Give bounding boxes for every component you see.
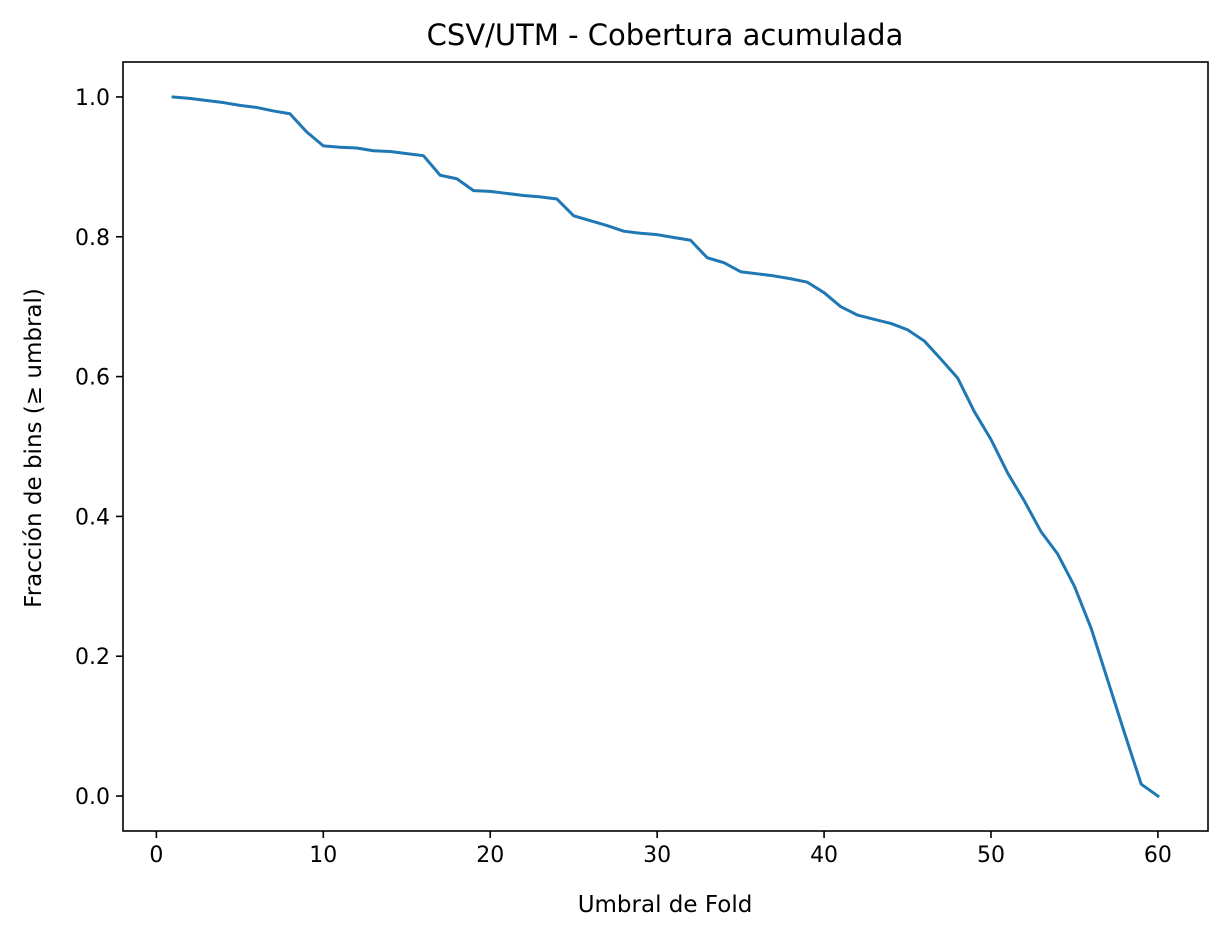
series-line-0: [171, 95, 1161, 799]
x-tick-label: 20: [476, 843, 504, 868]
x-tick-label: 50: [977, 843, 1005, 868]
x-axis-ticks: 0 10 20 30 40 50 60: [149, 831, 1172, 868]
chart-title: CSV/UTM - Cobertura acumulada: [427, 18, 904, 52]
y-axis-label: Fracción de bins (≥ umbral): [21, 288, 47, 608]
y-tick-label: 0.0: [75, 785, 110, 810]
plot-area: [171, 95, 1161, 799]
y-tick-label: 0.8: [75, 226, 110, 251]
x-tick-label: 10: [309, 843, 337, 868]
y-tick-label: 0.2: [75, 645, 110, 670]
x-tick-label: 60: [1144, 843, 1172, 868]
plot-frame: [122, 61, 1209, 832]
x-axis-label: Umbral de Fold: [578, 892, 753, 918]
x-tick-label: 0: [149, 843, 163, 868]
y-tick-label: 0.6: [75, 366, 110, 391]
y-tick-label: 0.4: [75, 505, 110, 530]
y-axis-ticks: 0.0 0.2 0.4 0.6 0.8 1.0: [75, 86, 123, 810]
x-tick-label: 40: [810, 843, 838, 868]
x-tick-label: 30: [643, 843, 671, 868]
y-tick-label: 1.0: [75, 86, 110, 111]
